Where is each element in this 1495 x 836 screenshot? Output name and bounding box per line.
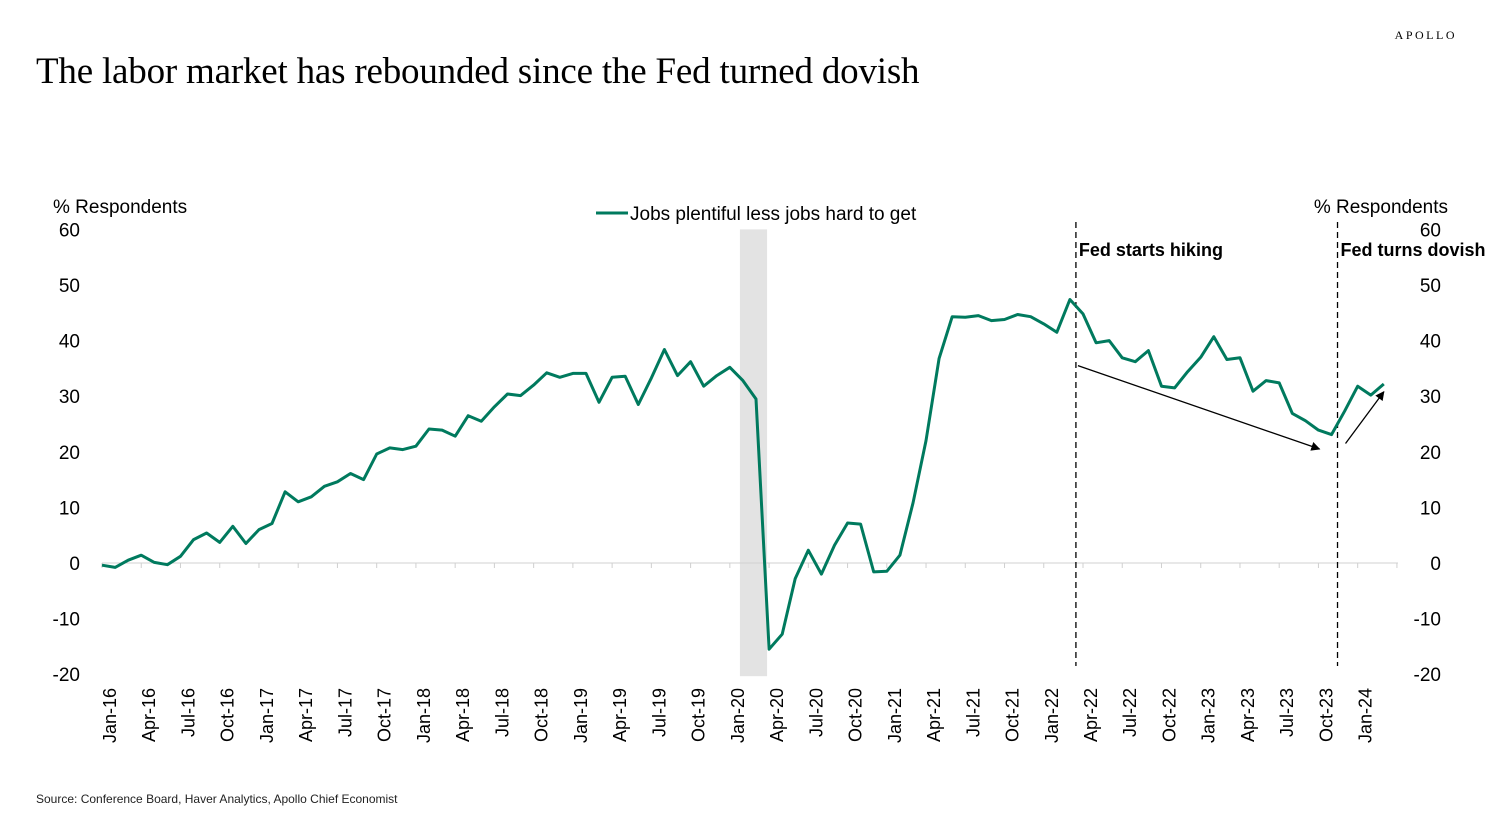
x-tick-label: Apr-18 xyxy=(453,688,473,742)
x-tick-label: Jul-21 xyxy=(963,688,983,737)
x-tick-label: Oct-17 xyxy=(375,688,395,742)
x-tick-label: Jan-17 xyxy=(257,688,277,743)
x-tick-label: Oct-16 xyxy=(218,688,238,742)
y-tick-label-left: 30 xyxy=(59,387,80,408)
y-tick-label-left: 10 xyxy=(59,498,80,519)
brand-logo: APOLLO xyxy=(1394,28,1457,42)
y-tick-label-right: 20 xyxy=(1420,443,1441,464)
page-title: The labor market has rebounded since the… xyxy=(36,51,920,92)
x-tick-label: Jul-22 xyxy=(1120,688,1140,737)
x-tick-label: Jan-24 xyxy=(1356,688,1376,743)
trend-arrow-down xyxy=(1077,365,1321,451)
x-tick-label: Jan-23 xyxy=(1199,688,1219,743)
y-tick-label-right: 50 xyxy=(1420,276,1441,297)
x-tick-label: Apr-22 xyxy=(1081,688,1101,742)
x-tick-label: Oct-21 xyxy=(1003,688,1023,742)
x-tick-label: Jan-19 xyxy=(571,688,591,743)
x-tick-label: Jul-20 xyxy=(806,688,826,737)
y-tick-label-right: 30 xyxy=(1420,387,1441,408)
legend: Jobs plentiful less jobs hard to get xyxy=(596,204,917,225)
x-tick-label: Oct-18 xyxy=(532,688,552,742)
annotation-fed-starts-hiking: Fed starts hiking xyxy=(1079,240,1223,260)
y-axis-title-right: % Respondents xyxy=(1314,197,1448,218)
x-tick-label: Apr-19 xyxy=(610,688,630,742)
x-tick-label: Jul-23 xyxy=(1277,688,1297,737)
x-tick-label: Jan-16 xyxy=(100,688,120,743)
x-axis: Jan-16 Apr-16 Jul-16 Oct-16 Jan-17 Apr-17 Jul-… xyxy=(100,563,1398,743)
x-tick-label: Jul-16 xyxy=(178,688,198,737)
x-tick-label: Oct-19 xyxy=(689,688,709,742)
y-tick-label-right: -10 xyxy=(1414,610,1441,631)
y-axis-title-left: % Respondents xyxy=(53,197,187,218)
x-tick-label: Oct-20 xyxy=(846,688,866,742)
x-tick-label: Apr-23 xyxy=(1238,688,1258,742)
trend-arrow-up xyxy=(1344,391,1385,444)
y-tick-label-left: 20 xyxy=(59,443,80,464)
x-tick-label: Apr-17 xyxy=(296,688,316,742)
legend-label: Jobs plentiful less jobs hard to get xyxy=(630,204,917,225)
x-tick-label: Apr-21 xyxy=(924,688,944,742)
x-tick-label: Jan-21 xyxy=(885,688,905,743)
y-tick-label-left: 0 xyxy=(69,554,80,575)
x-tick-label: Jul-17 xyxy=(335,688,355,737)
x-tick-label: Oct-22 xyxy=(1159,688,1179,742)
x-tick-label: Jan-18 xyxy=(414,688,434,743)
y-tick-label-right: 0 xyxy=(1430,554,1441,575)
x-tick-label: Jan-20 xyxy=(728,688,748,743)
y-tick-label-right: 60 xyxy=(1420,220,1441,241)
y-tick-label-right: -20 xyxy=(1414,665,1441,686)
left-y-axis: 60 50 40 30 20 10 0 -10 -20 xyxy=(53,220,80,686)
y-tick-label-right: 10 xyxy=(1420,498,1441,519)
y-tick-label-right: 40 xyxy=(1420,332,1441,353)
x-tick-label: Apr-16 xyxy=(139,688,159,742)
y-tick-label-left: -20 xyxy=(53,665,80,686)
y-tick-label-left: 40 xyxy=(59,332,80,353)
y-tick-label-left: -10 xyxy=(53,610,80,631)
annotation-fed-turns-dovish: Fed turns dovish xyxy=(1341,240,1486,260)
recession-shade xyxy=(739,229,768,677)
x-tick-label: Apr-20 xyxy=(767,688,787,742)
x-tick-label: Jul-19 xyxy=(649,688,669,737)
event-lines xyxy=(1075,222,1339,666)
source-note: Source: Conference Board, Haver Analytic… xyxy=(36,792,398,806)
y-tick-label-left: 50 xyxy=(59,276,80,297)
series-line-jobs-differential xyxy=(101,298,1385,651)
x-tick-label: Jan-22 xyxy=(1042,688,1062,743)
y-tick-label-left: 60 xyxy=(59,220,80,241)
x-tick-label: Oct-23 xyxy=(1316,688,1336,742)
x-tick-label: Jul-18 xyxy=(492,688,512,737)
right-y-axis: 60 50 40 30 20 10 0 -10 -20 xyxy=(1414,220,1441,686)
